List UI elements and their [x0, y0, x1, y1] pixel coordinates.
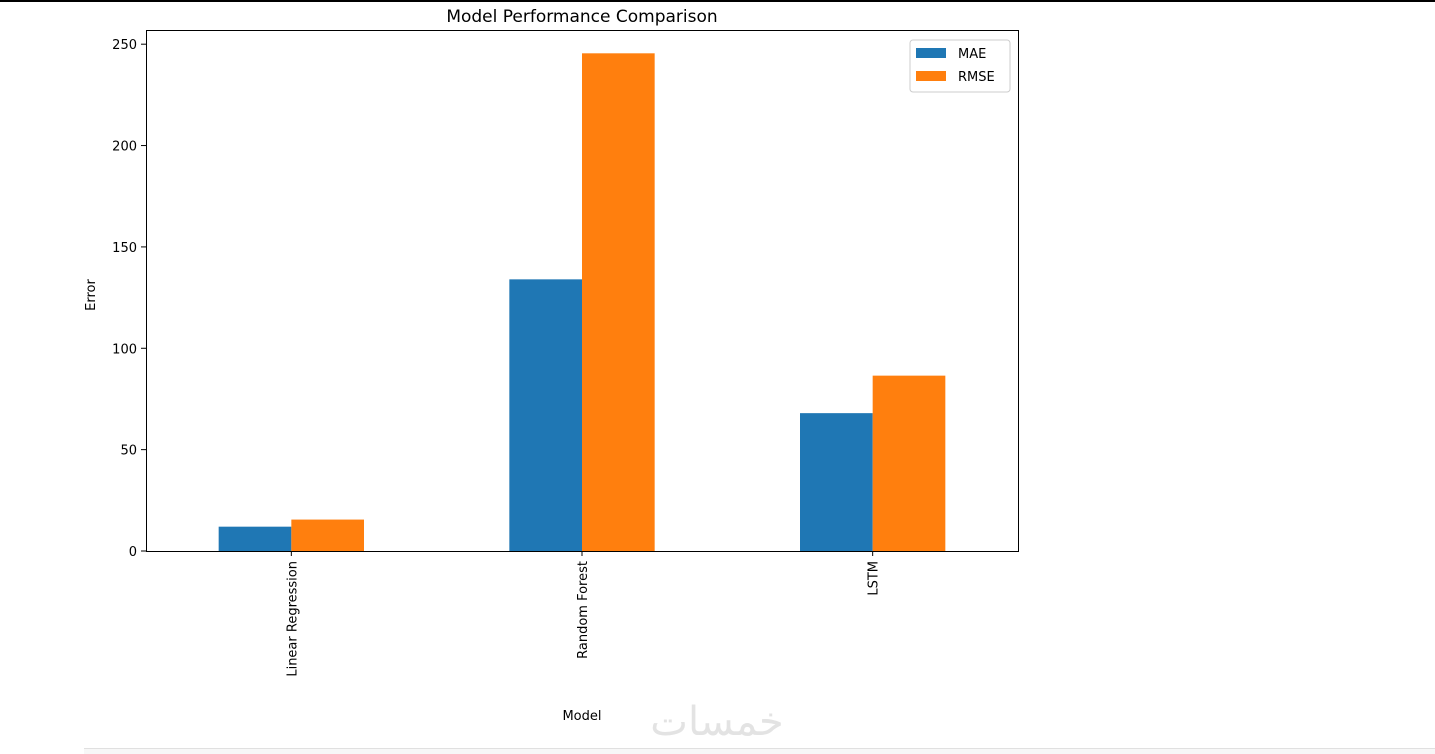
x-axis-ticks: Linear Regression Random Forest LSTM	[285, 551, 882, 677]
y-tick-label: 250	[112, 38, 137, 53]
bar-mae-lstm	[800, 413, 873, 551]
legend: MAE RMSE	[909, 39, 1011, 93]
x-tick-label: Linear Regression	[285, 561, 300, 677]
top-border-line	[0, 0, 1435, 2]
y-tick-label: 150	[112, 241, 137, 256]
legend-swatch-rmse	[916, 71, 946, 81]
x-tick-label: Random Forest	[576, 561, 591, 659]
x-tick-label: LSTM	[867, 561, 882, 596]
y-tick-label: 50	[120, 444, 137, 459]
next-cell-edge	[84, 748, 1435, 754]
bar-mae-linear-regression	[218, 526, 292, 551]
legend-label-mae: MAE	[958, 47, 986, 62]
bar-rmse-linear-regression	[291, 519, 364, 551]
x-axis-label: Model	[562, 709, 601, 724]
legend-label-rmse: RMSE	[958, 70, 995, 85]
bar-rmse-random-forest	[582, 53, 655, 551]
y-tick-label: 200	[112, 140, 137, 155]
y-axis-label: Error	[84, 279, 99, 311]
legend-swatch-mae	[916, 48, 946, 58]
bar-rmse-lstm	[872, 375, 946, 551]
bar-mae-random-forest	[509, 279, 582, 551]
bars-layer	[218, 53, 946, 551]
y-tick-label: 0	[129, 545, 137, 560]
watermark-logo: خمسات	[650, 699, 783, 745]
y-axis-ticks: 0 50 100 150 200 250	[112, 38, 146, 560]
chart-title: Model Performance Comparison	[446, 7, 717, 27]
y-tick-label: 100	[112, 342, 137, 357]
